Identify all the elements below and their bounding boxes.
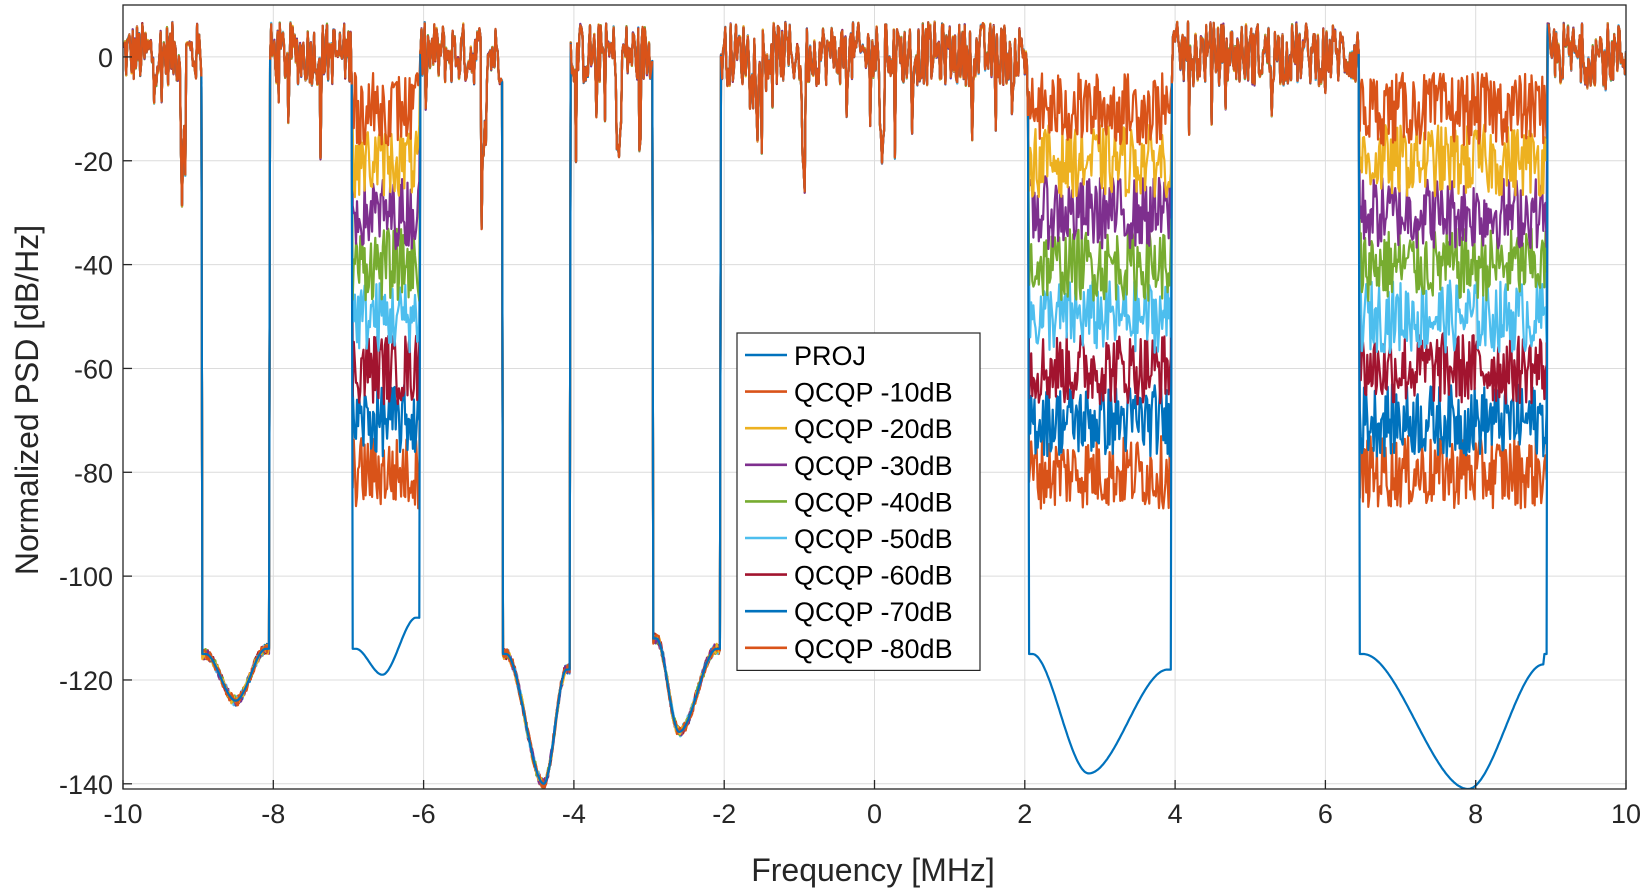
x-tick-label: -4: [562, 799, 586, 829]
legend-entry-label: QCQP -60dB: [794, 561, 953, 591]
x-tick-label: 6: [1318, 799, 1333, 829]
x-tick-label: 8: [1468, 799, 1483, 829]
x-tick-label: -10: [103, 799, 142, 829]
x-tick-label: -2: [712, 799, 736, 829]
legend-entry-label: QCQP -70dB: [794, 597, 953, 627]
x-tick-label: -6: [412, 799, 436, 829]
y-tick-label: 0: [98, 43, 113, 73]
x-tick-label: 4: [1168, 799, 1183, 829]
y-tick-label: -80: [74, 458, 113, 488]
y-tick-label: -40: [74, 251, 113, 281]
legend-entry-label: QCQP -20dB: [794, 414, 953, 444]
x-tick-label: 10: [1611, 799, 1641, 829]
legend-entry-label: QCQP -10dB: [794, 378, 953, 408]
legend-entry-label: QCQP -40dB: [794, 487, 953, 517]
legend-entry-label: QCQP -50dB: [794, 524, 953, 554]
x-tick-label: 2: [1017, 799, 1032, 829]
series-layer: [123, 20, 1626, 789]
y-tick-label: -60: [74, 354, 113, 384]
legend: PROJ QCQP -10dB QCQP -20dB QCQP -30dB QCQP -…: [736, 332, 981, 671]
y-axis-label: Normalized PSD [dB/Hz]: [9, 225, 45, 575]
y-tick-label: -100: [59, 562, 113, 592]
legend-entry-label: QCQP -80dB: [794, 634, 953, 664]
y-tick-label: -120: [59, 666, 113, 696]
ticks: -10 -8 -6 -4 -2 0 2 4 6 8 100-20-40-60-80-100-120-…: [59, 43, 1641, 829]
legend-entry-label: PROJ: [794, 341, 866, 371]
x-axis-label: Frequency [MHz]: [751, 852, 995, 888]
x-tick-label: -8: [261, 799, 285, 829]
y-tick-label: -140: [59, 770, 113, 800]
legend-entry-label: QCQP -30dB: [794, 451, 953, 481]
series-line-occupied-band: [123, 21, 1626, 229]
y-tick-label: -20: [74, 147, 113, 177]
x-tick-label: 0: [867, 799, 882, 829]
